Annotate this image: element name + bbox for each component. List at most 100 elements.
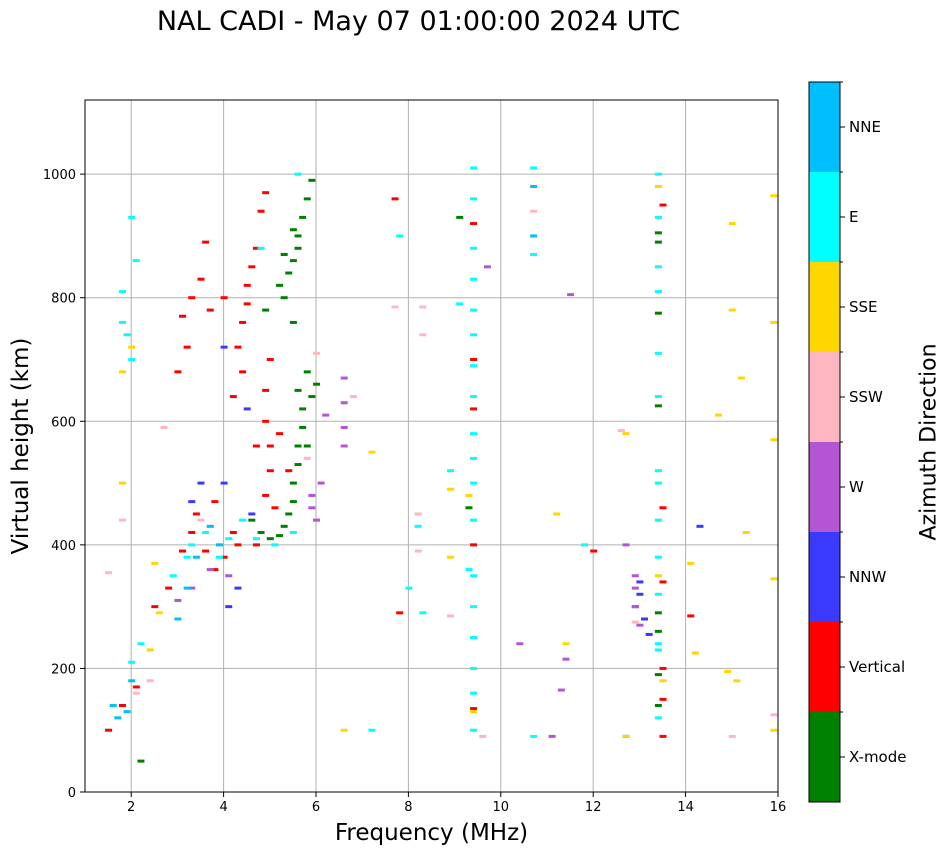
data-point-x-mode	[289, 500, 297, 504]
data-point-w	[340, 401, 348, 405]
data-point-nnw	[248, 512, 256, 516]
data-point-sse	[562, 642, 570, 646]
data-point-sse	[446, 487, 454, 491]
y-tick-label: 0	[68, 786, 76, 801]
data-point-e	[470, 666, 478, 670]
colorbar-label: Azimuth Direction	[916, 343, 942, 541]
data-point-nne	[123, 710, 131, 714]
colorbar-segment-e	[809, 172, 840, 262]
data-point-e	[239, 518, 247, 522]
data-point-x-mode	[299, 215, 307, 219]
data-point-nnw	[696, 524, 704, 528]
data-point-e	[137, 642, 145, 646]
data-point-x-mode	[654, 629, 662, 633]
data-point-nnw	[645, 632, 653, 636]
data-point-e	[530, 166, 538, 170]
data-point-w	[322, 413, 330, 417]
data-point-e	[654, 469, 662, 473]
data-point-vertical	[211, 568, 219, 572]
data-point-nnw	[220, 345, 228, 349]
colorbar-segment-x-mode	[809, 712, 840, 802]
data-point-vertical	[174, 370, 182, 374]
y-tick-label: 600	[51, 415, 76, 430]
data-point-nne	[183, 586, 191, 590]
data-point-e	[271, 543, 279, 547]
data-point-e	[396, 234, 404, 238]
colorbar: X-mode Vertical NNW W SSW SSE E NNE	[808, 81, 906, 803]
data-point-x-mode	[456, 215, 464, 219]
data-point-x-mode	[299, 407, 307, 411]
data-point-w	[567, 293, 575, 297]
data-point-nne	[530, 234, 538, 238]
data-point-e	[188, 543, 196, 547]
data-point-sse	[659, 679, 667, 683]
data-point-vertical	[659, 506, 667, 510]
data-point-x-mode	[280, 252, 288, 256]
data-point-nnw	[243, 407, 251, 411]
data-point-e	[470, 197, 478, 201]
data-point-e	[530, 734, 538, 738]
data-point-e	[470, 481, 478, 485]
x-axis-label: Frequency (MHz)	[335, 820, 528, 846]
data-point-x-mode	[654, 704, 662, 707]
data-point-vertical	[470, 222, 478, 226]
data-point-vertical	[183, 345, 191, 349]
data-point-e	[654, 172, 662, 176]
y-tick-label: 800	[51, 292, 76, 307]
data-point-sse	[770, 438, 778, 442]
data-point-e	[225, 537, 233, 541]
data-point-vertical	[220, 296, 228, 300]
data-point-nnw	[636, 580, 644, 584]
data-point-nne	[114, 716, 122, 720]
data-point-vertical	[220, 555, 228, 559]
data-point-e	[470, 456, 478, 460]
data-point-nne	[192, 555, 200, 559]
data-point-ssw	[118, 518, 126, 522]
data-point-x-mode	[289, 481, 297, 485]
data-point-ssw	[132, 691, 140, 695]
data-point-x-mode	[294, 388, 302, 392]
data-point-e	[128, 358, 136, 361]
data-point-e	[654, 555, 662, 559]
data-point-sse	[118, 370, 126, 374]
x-tick-label: 4	[219, 800, 227, 815]
data-point-sse	[340, 728, 348, 732]
data-point-e	[446, 469, 454, 473]
data-point-e	[530, 252, 538, 256]
x-tick-label: 6	[312, 800, 320, 815]
data-point-nne	[174, 617, 182, 621]
data-point-nne	[128, 679, 136, 683]
data-point-vertical	[197, 277, 205, 281]
data-point-x-mode	[257, 531, 265, 534]
data-point-w	[340, 425, 348, 429]
data-point-e	[118, 290, 126, 294]
data-point-e	[215, 555, 223, 559]
data-point-x-mode	[654, 404, 662, 408]
x-tick-label: 16	[770, 800, 787, 815]
data-point-e	[128, 215, 136, 219]
data-point-sse	[728, 308, 736, 312]
data-point-vertical	[206, 308, 214, 312]
data-point-vertical	[188, 296, 196, 300]
data-point-ssw	[303, 456, 311, 460]
data-point-e	[654, 642, 662, 646]
data-point-vertical	[179, 314, 187, 318]
y-axis-label: Virtual height (km)	[8, 338, 34, 555]
data-point-sse	[770, 320, 778, 324]
data-point-vertical	[239, 320, 247, 324]
data-point-x-mode	[654, 240, 662, 244]
data-point-x-mode	[137, 759, 145, 763]
data-point-vertical	[276, 432, 284, 436]
data-point-vertical	[151, 605, 159, 609]
data-point-nne	[109, 704, 117, 707]
data-point-vertical	[271, 506, 279, 510]
data-point-vertical	[470, 358, 478, 361]
data-point-sse	[128, 345, 136, 349]
data-point-x-mode	[280, 524, 288, 528]
colorbar-tick-label: Vertical	[849, 658, 905, 676]
data-point-ssw	[313, 351, 320, 355]
data-point-w	[631, 586, 639, 590]
data-point-vertical	[243, 302, 251, 306]
data-point-x-mode	[289, 259, 297, 263]
data-point-vertical	[234, 543, 242, 547]
